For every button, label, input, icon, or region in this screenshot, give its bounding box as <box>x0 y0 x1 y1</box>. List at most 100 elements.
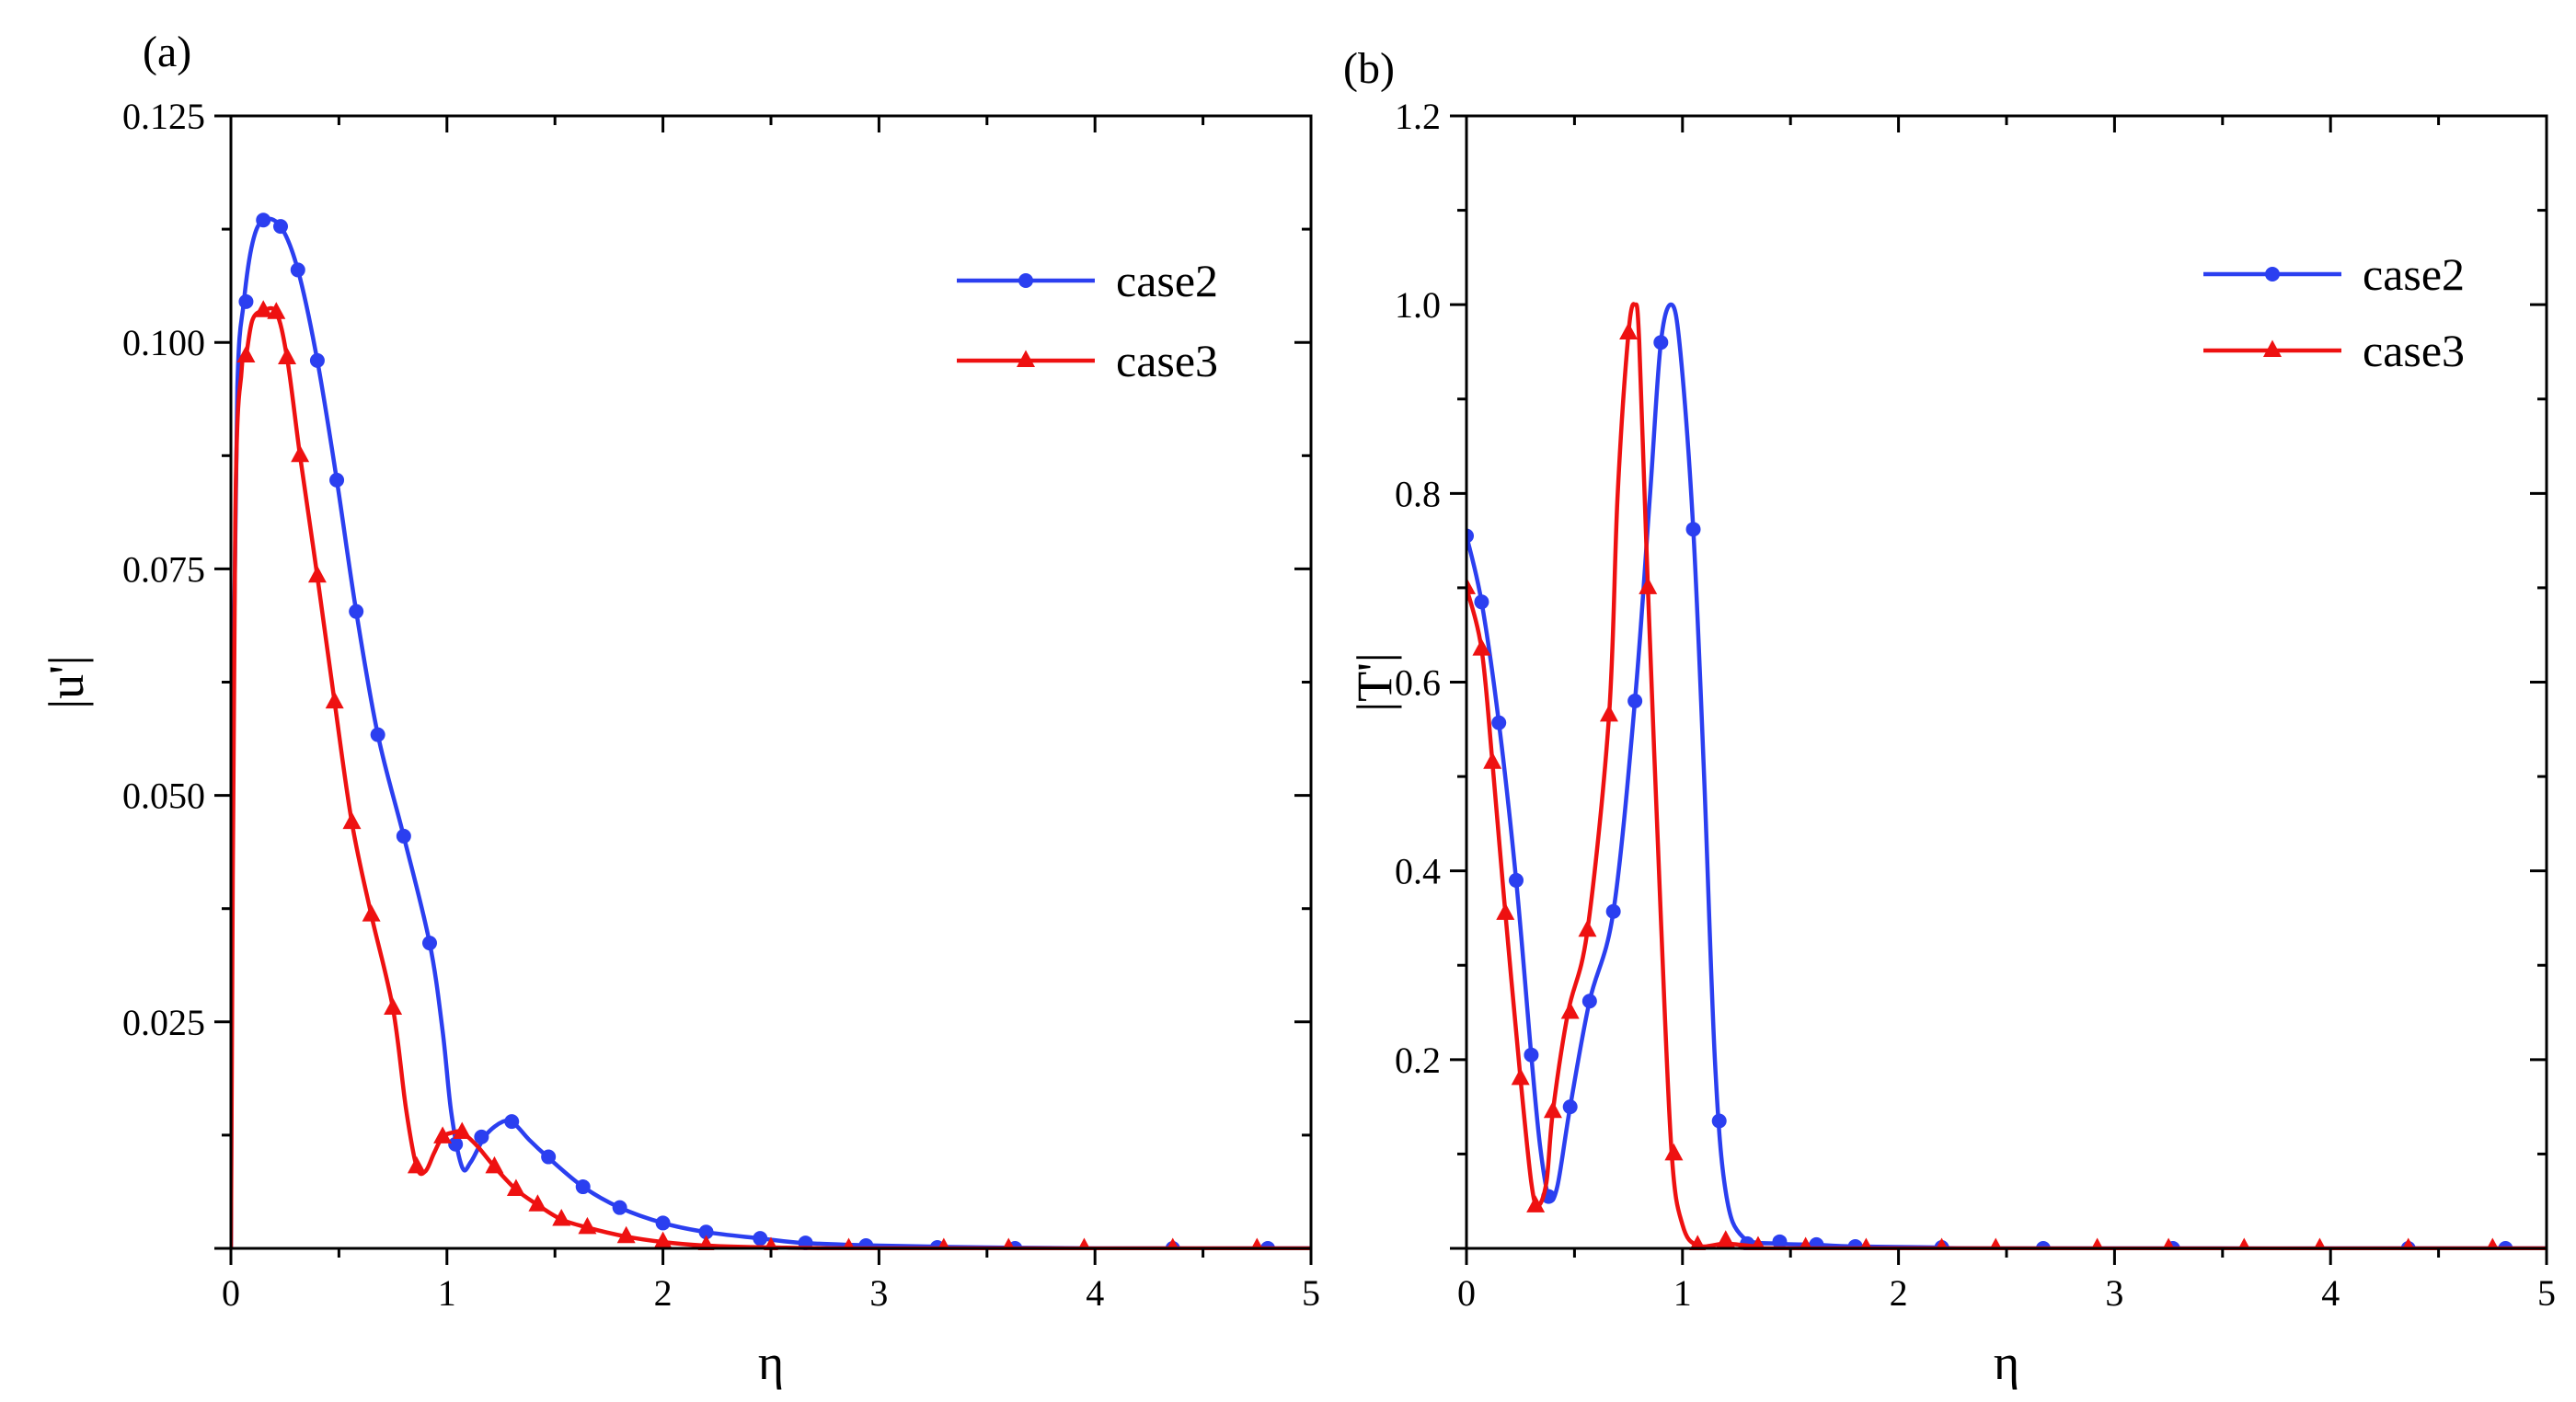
data-point-case2 <box>1509 872 1524 888</box>
data-point-case3 <box>453 1121 472 1139</box>
data-point-case3 <box>1526 1195 1546 1212</box>
y-tick-label: 0.125 <box>122 96 205 137</box>
x-tick-label: 2 <box>654 1272 673 1314</box>
data-point-case3 <box>528 1194 547 1212</box>
data-point-case2 <box>329 472 345 488</box>
legend: case2 case3 <box>957 255 1218 386</box>
data-point-case2 <box>1711 1113 1727 1129</box>
legend-label-case3: case3 <box>2363 325 2465 376</box>
data-point-case3 <box>307 565 327 583</box>
x-axis-title: η <box>758 1335 784 1390</box>
legend-marker-case2 <box>2265 267 2280 282</box>
data-point-case3 <box>1716 1230 1735 1247</box>
panel-label: (b) <box>1343 44 1395 93</box>
data-point-case2 <box>753 1231 768 1247</box>
x-tick-label: 4 <box>1086 1272 1104 1314</box>
y-tick-label: 0.8 <box>1395 473 1441 514</box>
data-point-case3 <box>1664 1143 1684 1161</box>
legend-marker-case3 <box>2263 339 2282 357</box>
data-point-case3 <box>578 1216 597 1235</box>
data-point-case2 <box>290 262 305 278</box>
data-point-case3 <box>552 1208 571 1226</box>
data-point-case2 <box>1581 994 1597 1009</box>
data-point-case3 <box>697 1235 715 1250</box>
data-point-case2 <box>1627 694 1643 709</box>
y-tick-label: 0.6 <box>1395 662 1441 704</box>
data-point-case3 <box>254 300 273 317</box>
data-point-case2 <box>1466 528 1474 544</box>
data-point-case3 <box>1543 1100 1562 1119</box>
data-point-case2 <box>858 1238 874 1250</box>
data-point-case3 <box>2237 1237 2251 1250</box>
data-point-case2 <box>1524 1047 1539 1063</box>
data-point-case2 <box>238 293 254 309</box>
series-line-case3 <box>231 305 1311 1250</box>
y-tick-label: 0.025 <box>122 1002 205 1043</box>
data-point-case3 <box>342 811 362 830</box>
x-tick-label: 5 <box>1302 1272 1320 1314</box>
x-tick-label: 2 <box>1890 1272 1908 1314</box>
data-point-case3 <box>1496 902 1515 920</box>
data-point-case3 <box>653 1231 673 1249</box>
data-point-case2 <box>1474 594 1489 610</box>
x-tick-label: 5 <box>2537 1272 2556 1314</box>
data-point-case3 <box>1511 1067 1530 1086</box>
data-point-case3 <box>1560 1002 1580 1019</box>
data-point-case3 <box>1578 919 1597 937</box>
y-tick-label: 0.075 <box>122 548 205 590</box>
data-point-case3 <box>384 997 403 1016</box>
data-point-case2 <box>349 603 364 619</box>
x-tick-label: 0 <box>222 1272 240 1314</box>
y-tick-label: 0.100 <box>122 322 205 363</box>
y-tick-label: 0.2 <box>1395 1040 1441 1081</box>
data-point-case3 <box>1466 577 1476 594</box>
data-point-case2 <box>273 219 289 235</box>
x-tick-label: 4 <box>2321 1272 2340 1314</box>
series-line-case2 <box>1466 302 2547 1250</box>
data-point-case3 <box>764 1236 778 1250</box>
x-tick-label: 3 <box>2105 1272 2123 1314</box>
y-tick-label: 0.4 <box>1395 851 1441 892</box>
x-tick-label: 0 <box>1457 1272 1476 1314</box>
data-point-case3 <box>1750 1235 1766 1250</box>
x-tick-label: 3 <box>869 1272 888 1314</box>
x-tick-label: 1 <box>438 1272 456 1314</box>
data-point-case3 <box>506 1178 525 1196</box>
data-point-case2 <box>448 1136 464 1152</box>
data-point-case2 <box>655 1215 671 1231</box>
data-point-case2 <box>1653 335 1669 350</box>
data-point-case3 <box>1689 1235 1707 1250</box>
y-tick-label: 1.0 <box>1395 284 1441 326</box>
data-point-case2 <box>612 1200 627 1215</box>
y-tick-label: 1.2 <box>1395 96 1441 137</box>
data-point-case3 <box>1619 322 1639 339</box>
data-point-case2 <box>504 1114 520 1130</box>
data-point-case2 <box>422 936 438 951</box>
data-point-case2 <box>1685 522 1701 537</box>
data-point-case3 <box>1599 704 1618 722</box>
panel-label: (a) <box>143 28 191 76</box>
data-point-case3 <box>1483 752 1502 769</box>
legend-label-case2: case2 <box>2363 248 2465 300</box>
data-point-case3 <box>616 1225 636 1244</box>
data-point-case2 <box>1772 1234 1788 1249</box>
data-point-case3 <box>1798 1236 1813 1250</box>
data-point-case2 <box>1605 903 1621 919</box>
legend-marker-case2 <box>1018 273 1033 288</box>
panel-b: 0 1 2 3 4 50.20.40.60.81.01.2η|T'|(b)case2cas… <box>1343 44 2556 1390</box>
data-point-case3 <box>485 1155 504 1174</box>
data-point-case3 <box>362 904 381 922</box>
data-point-case3 <box>2313 1237 2327 1250</box>
series-case3 <box>231 300 1311 1250</box>
data-point-case2 <box>541 1149 557 1165</box>
data-point-case3 <box>407 1155 426 1174</box>
data-point-case3 <box>1639 577 1658 594</box>
data-point-case2 <box>575 1179 591 1195</box>
data-point-case3 <box>2090 1237 2104 1250</box>
data-point-case2 <box>474 1129 489 1144</box>
x-tick-label: 1 <box>1673 1272 1692 1314</box>
y-axis-title: |T'| <box>1347 652 1402 711</box>
data-point-case3 <box>267 302 286 319</box>
legend-label-case2: case2 <box>1116 255 1218 306</box>
data-point-case2 <box>1562 1099 1578 1115</box>
